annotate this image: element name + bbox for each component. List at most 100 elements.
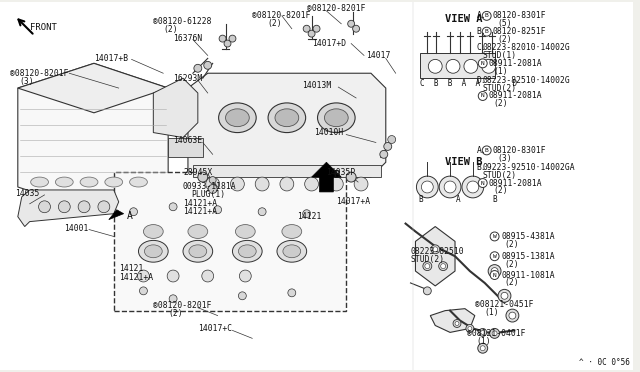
Text: N: N [481, 180, 484, 186]
Text: A.: A. [477, 146, 486, 155]
Circle shape [167, 270, 179, 282]
Text: 08223-82510·14002G: 08223-82510·14002G [483, 76, 570, 85]
Text: B       A       B: B A B [419, 195, 498, 204]
Circle shape [428, 60, 442, 73]
Text: B: B [485, 148, 488, 153]
Ellipse shape [236, 225, 255, 238]
Text: PLUG(1): PLUG(1) [191, 190, 225, 199]
Text: 00933-1181A: 00933-1181A [183, 183, 237, 192]
Text: 08120-8301F: 08120-8301F [493, 146, 546, 155]
Circle shape [78, 201, 90, 213]
Text: 08120-8301F: 08120-8301F [493, 12, 546, 20]
Text: (5): (5) [497, 19, 512, 28]
Circle shape [202, 270, 214, 282]
Polygon shape [415, 227, 455, 286]
Circle shape [138, 270, 149, 282]
Circle shape [478, 59, 487, 68]
Circle shape [490, 328, 500, 338]
Text: B: B [333, 170, 340, 180]
Circle shape [354, 177, 368, 191]
Ellipse shape [80, 177, 98, 187]
Circle shape [423, 262, 432, 270]
Circle shape [425, 264, 430, 269]
Circle shape [417, 176, 438, 198]
Circle shape [482, 12, 491, 20]
Ellipse shape [283, 245, 301, 258]
Circle shape [501, 292, 508, 299]
Circle shape [446, 60, 460, 73]
Text: STUD(1): STUD(1) [483, 51, 517, 60]
Bar [114, 172, 346, 311]
Circle shape [388, 135, 396, 144]
Ellipse shape [317, 103, 355, 132]
Circle shape [214, 206, 221, 214]
Text: (2): (2) [493, 99, 508, 108]
Text: STUD(2): STUD(2) [483, 171, 517, 180]
Circle shape [490, 232, 499, 241]
Text: D.: D. [477, 76, 486, 85]
Text: 08223-82010·14002G: 08223-82010·14002G [483, 43, 570, 52]
Ellipse shape [324, 109, 348, 126]
Text: 14121+A: 14121+A [183, 207, 217, 216]
Text: (2): (2) [504, 240, 519, 249]
Circle shape [140, 287, 147, 295]
Polygon shape [312, 162, 341, 192]
Text: 08911-2081A: 08911-2081A [489, 92, 542, 100]
Text: 08911-1081A: 08911-1081A [502, 270, 555, 279]
Circle shape [308, 30, 315, 37]
Ellipse shape [143, 225, 163, 238]
Text: 14121: 14121 [118, 264, 143, 273]
Circle shape [384, 142, 392, 150]
Text: ®08120-8201F: ®08120-8201F [154, 301, 212, 310]
Text: 14121: 14121 [297, 212, 321, 221]
Circle shape [209, 177, 216, 183]
Text: 08915-1381A: 08915-1381A [502, 252, 555, 261]
Text: FRONT: FRONT [29, 23, 56, 32]
Circle shape [421, 181, 433, 193]
Ellipse shape [31, 177, 49, 187]
Ellipse shape [145, 245, 162, 258]
Ellipse shape [232, 240, 262, 262]
Text: 14121+A: 14121+A [118, 273, 153, 282]
Circle shape [198, 172, 208, 182]
Text: (1): (1) [477, 337, 492, 346]
Text: (2): (2) [163, 25, 178, 34]
Text: 14035: 14035 [15, 189, 39, 198]
Circle shape [444, 181, 456, 193]
Text: N: N [481, 61, 484, 66]
Circle shape [330, 177, 343, 191]
Text: 14035P: 14035P [326, 168, 356, 177]
Text: 14013M: 14013M [301, 81, 331, 90]
Text: (2): (2) [493, 186, 508, 195]
Circle shape [490, 270, 499, 279]
Text: C  B  B  A  A       D: C B B A A D [420, 78, 518, 88]
Circle shape [194, 64, 202, 72]
Text: ^ · 0C 0°56: ^ · 0C 0°56 [579, 357, 630, 366]
Circle shape [431, 245, 440, 254]
Text: (1): (1) [484, 308, 499, 317]
Polygon shape [154, 78, 198, 138]
Circle shape [482, 60, 495, 73]
Text: ®08121-0401F: ®08121-0401F [467, 329, 525, 338]
Ellipse shape [238, 245, 256, 258]
Text: 14017+D: 14017+D [312, 39, 346, 48]
Text: 14017+A: 14017+A [337, 197, 371, 206]
Circle shape [224, 40, 231, 47]
Circle shape [506, 309, 519, 322]
Circle shape [482, 146, 491, 155]
Text: (1): (1) [493, 67, 508, 76]
Circle shape [482, 27, 491, 36]
Circle shape [453, 320, 461, 327]
Ellipse shape [183, 240, 212, 262]
Text: ®08120-8201F: ®08120-8201F [252, 12, 311, 20]
Polygon shape [188, 73, 386, 197]
Text: 16376N: 16376N [173, 34, 202, 43]
Circle shape [438, 262, 447, 270]
Text: B.: B. [477, 163, 486, 172]
Circle shape [424, 287, 431, 295]
Text: A: A [127, 211, 132, 221]
Circle shape [479, 328, 486, 336]
Circle shape [38, 201, 51, 213]
Text: ®08121-0451F: ®08121-0451F [475, 300, 533, 309]
Circle shape [98, 201, 110, 213]
